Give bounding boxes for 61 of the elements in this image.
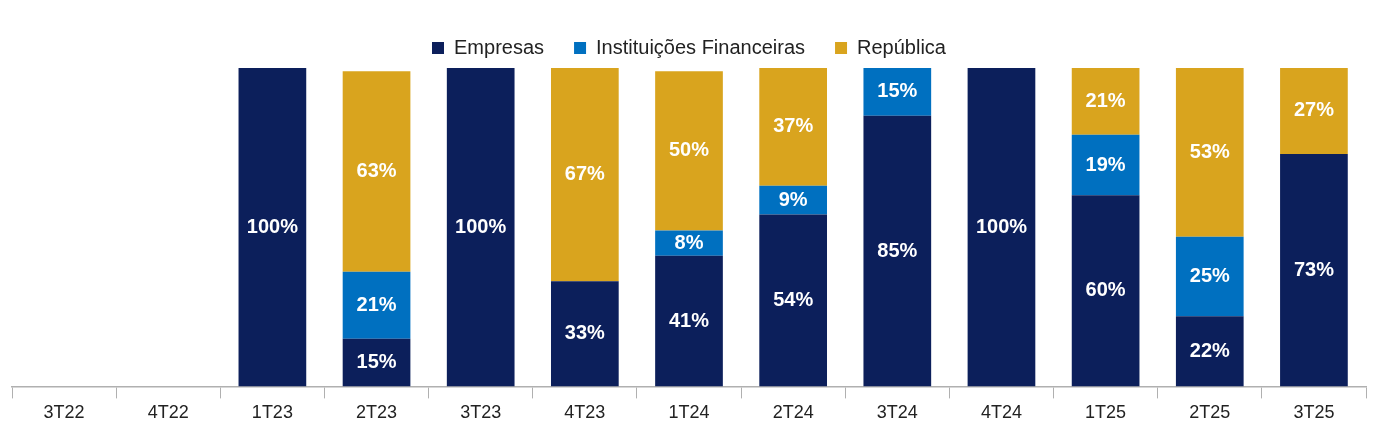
data-label: 19% <box>1085 152 1126 175</box>
bar <box>551 281 619 387</box>
bar <box>1071 68 1140 135</box>
bar <box>1071 195 1140 387</box>
x-tick-label: 4T23 <box>564 402 606 423</box>
bar <box>863 115 932 387</box>
data-label: 15% <box>877 79 918 102</box>
x-tick-label: 4T22 <box>147 402 189 423</box>
x-tick-label: 3T23 <box>460 402 502 423</box>
data-label: 33% <box>564 321 606 344</box>
legend-label: Instituições Financeiras <box>596 35 806 58</box>
data-label: 73% <box>1293 257 1335 280</box>
bar <box>863 68 932 116</box>
x-tick-label: 4T24 <box>980 402 1022 423</box>
data-label: 8% <box>674 230 704 253</box>
x-tick-label: 1T25 <box>1085 402 1127 423</box>
x-tick-label: 2T24 <box>772 402 814 423</box>
bar <box>1175 236 1244 317</box>
x-tick-label: 3T22 <box>43 402 85 423</box>
data-label: 60% <box>1085 278 1126 301</box>
x-tick-label: 2T25 <box>1189 402 1231 423</box>
data-label: 22% <box>1189 338 1230 361</box>
x-tick-label: 2T23 <box>356 402 398 423</box>
bar <box>1280 153 1348 387</box>
data-label: 9% <box>778 187 808 210</box>
bar <box>655 255 723 387</box>
bar <box>967 68 1036 387</box>
x-tick-label: 1T24 <box>668 402 710 423</box>
data-label: 53% <box>1189 139 1230 162</box>
data-label: 100% <box>975 214 1028 237</box>
x-tick-label: 3T25 <box>1293 402 1335 423</box>
bar <box>1175 68 1244 237</box>
data-label: 15% <box>356 350 397 373</box>
data-label: 21% <box>1085 88 1126 111</box>
x-tick-label: 1T23 <box>251 402 293 423</box>
bar <box>238 68 307 387</box>
bar <box>1175 316 1244 387</box>
bar <box>446 68 515 387</box>
data-label: 85% <box>877 238 918 261</box>
bar <box>655 71 723 231</box>
data-label: 63% <box>356 159 397 181</box>
bar <box>1280 68 1348 154</box>
data-label: 54% <box>773 287 814 310</box>
bar <box>551 68 619 282</box>
bar <box>342 271 411 339</box>
data-label: 25% <box>1189 264 1230 287</box>
data-label: 41% <box>668 308 710 331</box>
x-tick-label: 3T24 <box>876 402 918 423</box>
bar <box>759 68 827 186</box>
bar <box>759 214 827 387</box>
data-label: 21% <box>356 292 397 315</box>
legend-label: República <box>857 35 947 58</box>
data-label: 67% <box>564 162 606 185</box>
data-label: 50% <box>668 138 710 161</box>
bar <box>1071 134 1140 196</box>
legend-label: Empresas <box>454 35 545 58</box>
bar <box>342 71 411 272</box>
data-label: 100% <box>455 214 507 237</box>
data-label: 27% <box>1293 98 1335 121</box>
data-label: 37% <box>773 114 814 137</box>
data-label: 100% <box>246 214 299 237</box>
